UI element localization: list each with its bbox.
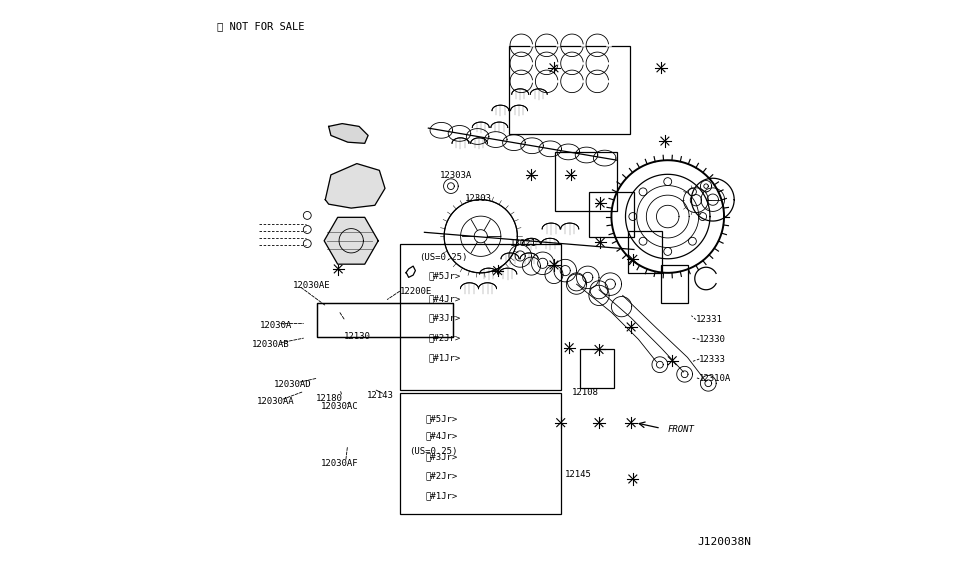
Bar — [318, 303, 452, 337]
Text: ※#2Jr>: ※#2Jr> — [428, 334, 460, 342]
Text: 12030A: 12030A — [259, 321, 292, 330]
Bar — [400, 243, 561, 390]
Text: ※#4Jr>: ※#4Jr> — [428, 294, 460, 303]
Text: ※#3Jr>: ※#3Jr> — [428, 314, 460, 323]
Text: 12331: 12331 — [696, 315, 722, 324]
Text: 12030AB: 12030AB — [253, 341, 290, 349]
Text: 12310A: 12310A — [699, 374, 731, 383]
Text: 12030AD: 12030AD — [273, 380, 311, 389]
Text: ※#5Jr>: ※#5Jr> — [425, 415, 458, 424]
Text: 12108: 12108 — [572, 388, 599, 397]
Text: ※#5Jr>: ※#5Jr> — [428, 272, 460, 281]
Text: ※#3Jr>: ※#3Jr> — [425, 452, 458, 461]
Polygon shape — [324, 217, 378, 264]
Text: ※ NOT FOR SALE: ※ NOT FOR SALE — [217, 21, 304, 31]
Text: 12030AE: 12030AE — [293, 281, 331, 290]
Bar — [555, 152, 617, 212]
Text: (US=0.25): (US=0.25) — [419, 253, 467, 262]
Text: ※#1Jr>: ※#1Jr> — [425, 491, 458, 500]
Text: 12143: 12143 — [367, 391, 393, 400]
Text: 12333: 12333 — [699, 354, 726, 363]
Text: ※#4Jr>: ※#4Jr> — [425, 432, 458, 441]
Text: 12180: 12180 — [316, 394, 342, 403]
Text: FRONT: FRONT — [668, 425, 694, 434]
Text: 13021: 13021 — [510, 239, 537, 248]
Polygon shape — [329, 123, 369, 143]
Text: 12330: 12330 — [699, 335, 726, 344]
Bar — [661, 265, 688, 303]
Text: 12030AC: 12030AC — [322, 402, 359, 411]
Bar — [509, 46, 630, 134]
Text: 12303: 12303 — [465, 194, 491, 203]
Text: (US=0.25): (US=0.25) — [409, 448, 457, 456]
Polygon shape — [326, 164, 385, 208]
Text: 12030AF: 12030AF — [322, 458, 359, 468]
Text: 12130: 12130 — [344, 332, 370, 341]
Bar — [318, 303, 452, 337]
Text: ※#1Jr>: ※#1Jr> — [428, 353, 460, 362]
Bar — [400, 393, 561, 514]
Text: 12303A: 12303A — [440, 171, 472, 181]
Text: 12200E: 12200E — [400, 287, 433, 296]
Bar — [628, 231, 662, 273]
Text: 12030AA: 12030AA — [256, 397, 294, 406]
Bar — [580, 349, 614, 388]
Bar — [589, 192, 634, 237]
Text: J120038N: J120038N — [697, 537, 751, 547]
Text: ※#2Jr>: ※#2Jr> — [425, 471, 458, 480]
Text: 12145: 12145 — [565, 470, 592, 479]
